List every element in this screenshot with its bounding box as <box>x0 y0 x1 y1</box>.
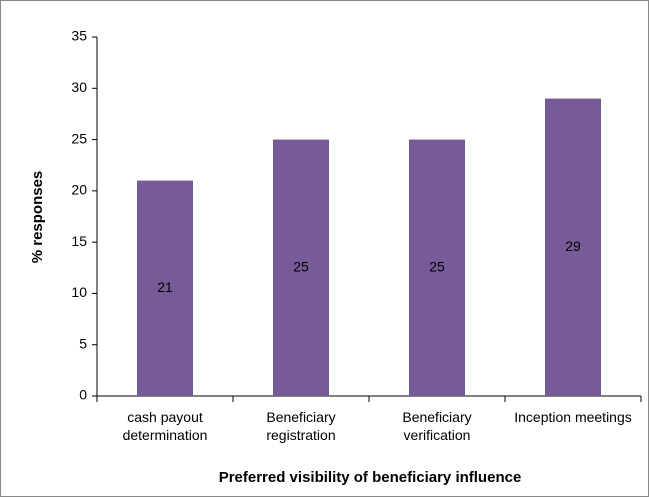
data-label: 21 <box>157 279 173 295</box>
y-tick-label: 15 <box>71 233 87 249</box>
x-tick-label: cash payout determination <box>122 409 208 443</box>
x-tick-label: Beneficiary registration <box>266 409 336 443</box>
data-label: 29 <box>565 238 581 254</box>
data-label: 25 <box>429 258 445 274</box>
y-axis-title: % responses <box>29 171 46 264</box>
y-tick-label: 30 <box>71 79 87 95</box>
y-tick-label: 0 <box>79 387 87 403</box>
x-tick-label: Beneficiary verification <box>402 409 472 443</box>
x-axis-title: Preferred visibility of beneficiary infl… <box>219 469 522 486</box>
y-tick-label: 20 <box>71 182 87 198</box>
data-label: 25 <box>293 258 309 274</box>
y-tick-label: 5 <box>79 335 87 351</box>
bar <box>137 180 193 396</box>
bar <box>545 98 601 397</box>
y-tick-label: 35 <box>71 28 87 44</box>
y-tick-label: 25 <box>71 130 87 146</box>
bar <box>409 139 465 397</box>
bar <box>273 139 329 397</box>
x-tick-label: Inception meetings <box>514 409 632 425</box>
y-tick-label: 10 <box>71 284 87 300</box>
